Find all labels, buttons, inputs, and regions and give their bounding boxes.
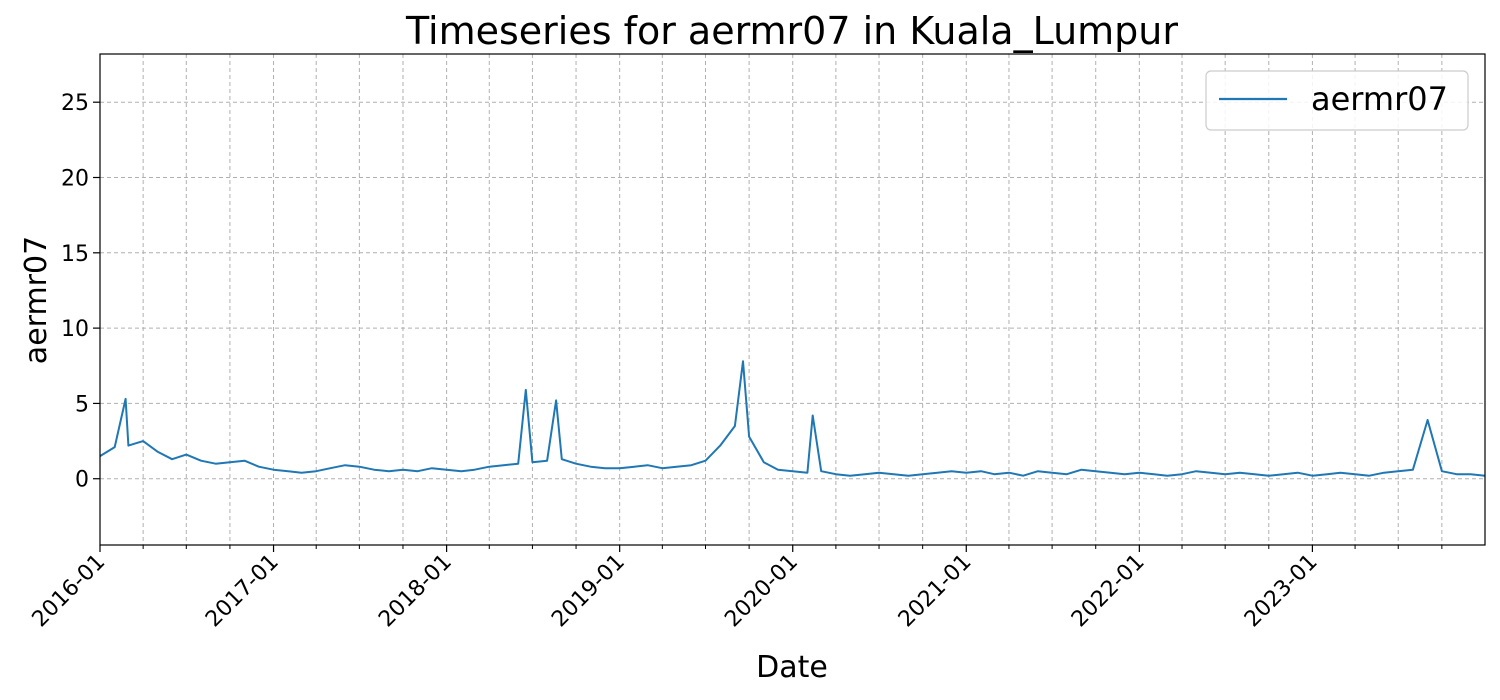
y-axis-label: aermr07 bbox=[19, 236, 54, 364]
chart-title: Timeseries for aermr07 in Kuala_Lumpur bbox=[405, 9, 1178, 53]
legend-box bbox=[1205, 70, 1469, 131]
series-line-aermr07 bbox=[99, 360, 1486, 477]
x-tick-label: 2016-01 bbox=[28, 550, 111, 633]
x-tick-label: 2023-01 bbox=[1240, 550, 1323, 633]
y-tick-label: 0 bbox=[75, 468, 89, 493]
y-tick-label: 5 bbox=[75, 392, 89, 417]
x-tick-label: 2022-01 bbox=[1067, 550, 1150, 633]
legend: aermr07 bbox=[1205, 70, 1469, 131]
x-tick-label: 2019-01 bbox=[547, 550, 630, 633]
y-tick-label: 25 bbox=[61, 91, 89, 116]
y-tick-label: 10 bbox=[61, 317, 89, 342]
x-tick-label: 2018-01 bbox=[374, 550, 457, 633]
y-tick-label: 20 bbox=[61, 167, 89, 192]
x-tick-label: 2020-01 bbox=[720, 550, 803, 633]
y-tick-label: 15 bbox=[61, 242, 89, 267]
plot-area bbox=[99, 360, 1486, 477]
x-axis: 2016-01 2017-01 2018-01 2019-01 2020-01 2021-… bbox=[28, 545, 1443, 633]
grid bbox=[99, 54, 1485, 545]
y-axis: 0 5 10 15 20 25 bbox=[61, 91, 100, 493]
legend-label-aermr07: aermr07 bbox=[1311, 80, 1448, 118]
x-tick-label: 2017-01 bbox=[201, 550, 284, 633]
x-axis-label: Date bbox=[756, 650, 828, 685]
x-tick-label: 2021-01 bbox=[894, 550, 977, 633]
